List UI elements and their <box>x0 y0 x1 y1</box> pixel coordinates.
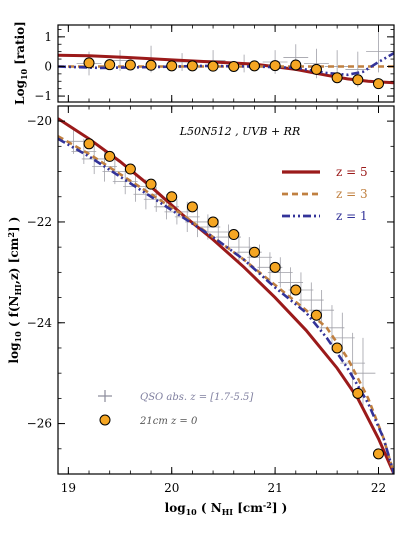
bottom-qso-point <box>81 143 107 175</box>
bottom-21cm-point <box>269 261 281 273</box>
simulation-annotation: L50N512 , UVB + RR <box>179 125 300 138</box>
bottom-21cm-point <box>145 178 157 190</box>
ratio-panel: 1 0 −1 Log10 [ratio] <box>13 21 395 105</box>
x-axis-title: log10 ( NHI [cm-2] ) <box>165 500 288 517</box>
bottom-qso-points <box>61 128 376 409</box>
top-21cm-point <box>207 60 219 72</box>
top-21cm-point <box>290 59 302 71</box>
top-21cm-point <box>372 78 384 90</box>
top-21cm-point <box>145 59 157 71</box>
bottom-ytick-label: −22 <box>27 215 52 229</box>
top-plot-frame <box>57 24 395 103</box>
top-21cm-point <box>228 60 240 72</box>
top-21cm-point <box>83 57 95 69</box>
top-21cm-point <box>310 63 322 75</box>
bottom-21cm-point <box>186 201 198 213</box>
top-21cm-point <box>166 60 178 72</box>
bottom-qso-point <box>61 128 86 154</box>
top-21cm-point <box>248 60 260 72</box>
top-21cm-point <box>269 60 281 72</box>
bottom-21cm-point <box>248 246 260 258</box>
top-21cm-point <box>331 72 343 84</box>
top-ytick-label: −1 <box>34 89 52 103</box>
legend-label: z = 5 <box>336 165 368 179</box>
bottom-xtick-label: 20 <box>164 481 179 495</box>
bottom-21cm-point <box>124 163 136 175</box>
top-y-axis-title: Log10 [ratio] <box>13 21 29 105</box>
bottom-21cm-point <box>207 216 219 228</box>
top-21cm-point <box>352 74 364 86</box>
top-21cm-point <box>124 59 136 71</box>
legend-entry: z = 5 <box>282 165 368 179</box>
bottom-21cm-point <box>104 150 116 162</box>
bottom-qso-point <box>112 169 138 195</box>
top-ytick-label: 1 <box>44 30 52 44</box>
legend-qso-marker <box>98 390 112 402</box>
bottom-qso-point <box>278 267 304 298</box>
top-21cm-point <box>104 59 116 71</box>
legend-entry: z = 3 <box>282 187 368 201</box>
bottom-qso-point <box>298 282 324 318</box>
bottom-xtick-label: 19 <box>61 481 76 495</box>
legend-qso-label: QSO abs. z = [1.7-5.5] <box>140 392 253 403</box>
bottom-qso-point <box>340 332 366 394</box>
bottom-ticks: −20 −22 −24 −26 19 20 21 22 <box>27 106 394 495</box>
points-legend: QSO abs. z = [1.7-5.5] 21cm z = 0 <box>98 390 253 427</box>
bottom-21cm-point <box>166 191 178 203</box>
bottom-xtick-label: 21 <box>267 481 282 495</box>
bottom-21cm-point <box>310 309 322 321</box>
bottom-y-axis-title: log10 ( f(NHI,z) [cm2] ) <box>6 217 23 364</box>
top-21cm-points <box>83 57 384 90</box>
bottom-ytick-label: −20 <box>27 114 52 128</box>
legend: z = 5 z = 3 z = 1 <box>282 165 368 223</box>
bottom-ytick-label: −26 <box>27 417 52 431</box>
bottom-21cm-point <box>290 284 302 296</box>
legend-label: z = 3 <box>336 187 368 201</box>
legend-21cm-label: 21cm z = 0 <box>139 416 198 427</box>
bottom-qso-point <box>247 244 273 270</box>
bottom-series-z1 <box>58 137 394 474</box>
bottom-qso-point <box>319 305 345 351</box>
top-ticks: 1 0 −1 <box>34 25 394 103</box>
bottom-21cm-points <box>83 138 384 460</box>
legend-21cm-marker <box>99 414 111 426</box>
bottom-21cm-point <box>228 229 240 241</box>
bottom-ytick-label: −24 <box>27 316 53 330</box>
bottom-qso-point <box>102 158 128 185</box>
bottom-21cm-point <box>352 387 364 399</box>
bottom-21cm-point <box>372 448 384 460</box>
bottom-xtick-label: 22 <box>371 481 386 495</box>
bottom-plot-frame <box>57 105 395 475</box>
bottom-21cm-point <box>83 138 95 150</box>
top-21cm-point <box>186 60 198 72</box>
top-ytick-label: 0 <box>44 59 52 73</box>
bottom-21cm-point <box>331 342 343 354</box>
legend-entry: z = 1 <box>282 209 368 223</box>
legend-label: z = 1 <box>336 209 368 223</box>
